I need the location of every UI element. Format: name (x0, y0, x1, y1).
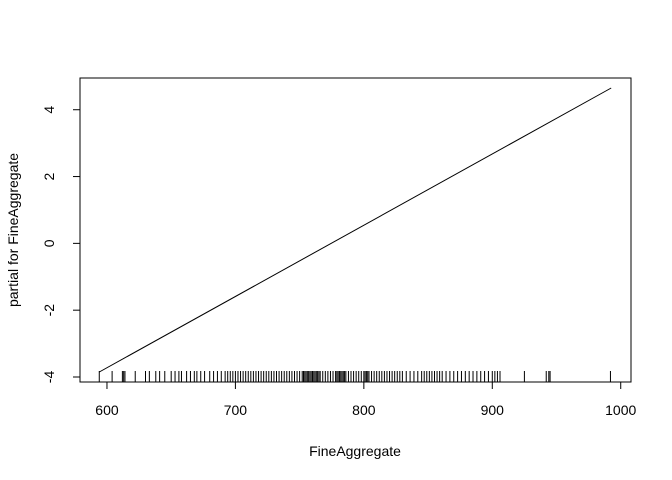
y-tick-label: -4 (41, 371, 57, 384)
x-tick-label: 900 (481, 402, 505, 418)
x-tick-label: 700 (224, 402, 248, 418)
rug-marks (98, 371, 611, 382)
y-tick-label: 2 (41, 172, 57, 180)
partial-effect-line (99, 87, 612, 373)
x-tick-label: 800 (352, 402, 376, 418)
y-axis-title: partial for FineAggregate (5, 153, 21, 307)
y-tick-label: 0 (41, 239, 57, 247)
x-axis: 600 700 800 900 1000 (95, 381, 637, 418)
x-tick-label: 1000 (605, 402, 636, 418)
x-axis-title: FineAggregate (309, 443, 401, 459)
y-tick-label: -2 (41, 304, 57, 317)
x-tick-label: 600 (95, 402, 119, 418)
y-tick-label: 4 (41, 106, 57, 114)
y-axis: -4 -2 0 2 4 (41, 106, 81, 384)
series-group (99, 87, 612, 373)
